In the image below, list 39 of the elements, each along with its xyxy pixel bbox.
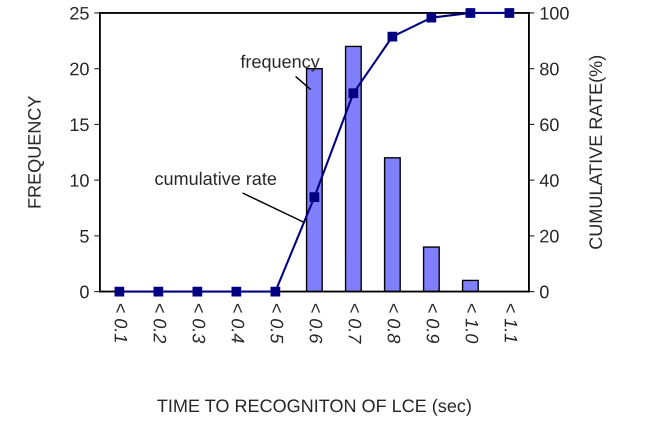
y2-tick-label: 40 [540, 174, 559, 187]
x-tick-label: < 0.8 [388, 304, 400, 344]
x-tick-label: < 0.5 [270, 304, 284, 344]
series-label: frequency [240, 54, 320, 72]
point [154, 286, 164, 296]
y2-tick-label: 20 [540, 230, 559, 243]
x-tick-label: < 0.4 [232, 304, 244, 343]
x-tick-label: < 0.7 [348, 304, 362, 344]
y-tick-label: 5 [80, 230, 89, 243]
y-axis-title: FREQUENCY [28, 96, 44, 208]
point [388, 32, 398, 42]
y-tick-label: 15 [70, 118, 89, 132]
x-tick-label: < 0.1 [114, 304, 128, 342]
point [114, 286, 124, 296]
point [232, 286, 242, 296]
x-tick-label: < 0.9 [426, 304, 440, 343]
x-tick-label: < 0.2 [154, 304, 166, 344]
point [192, 286, 202, 296]
point [426, 12, 436, 23]
x-axis-title: TIME TO RECOGNITON OF LCE (sec) [157, 398, 471, 416]
point [466, 8, 476, 18]
x-tick-label: < 1.1 [504, 304, 518, 342]
x-tick-label: < 0.6 [310, 304, 322, 344]
y2-tick-label: 60 [540, 118, 559, 132]
y-tick-label: 10 [70, 174, 89, 187]
y-tick-label: 20 [70, 62, 89, 76]
point [310, 192, 320, 202]
y2-tick-label: 80 [540, 62, 559, 76]
y-tick-label: 0 [80, 286, 89, 298]
x-tick-label: < 0.3 [192, 304, 206, 344]
point [504, 8, 514, 18]
x-tick-label: < 1.0 [466, 304, 478, 344]
y-tick-label: 25 [70, 6, 89, 20]
y2-axis-title: CUMULATIVE RATE(%) [588, 56, 606, 249]
y2-tick-label: 100 [540, 6, 569, 20]
point [348, 88, 358, 98]
series-label: cumulative rate [155, 172, 276, 185]
y2-tick-label: 0 [540, 286, 549, 298]
point [270, 286, 280, 296]
